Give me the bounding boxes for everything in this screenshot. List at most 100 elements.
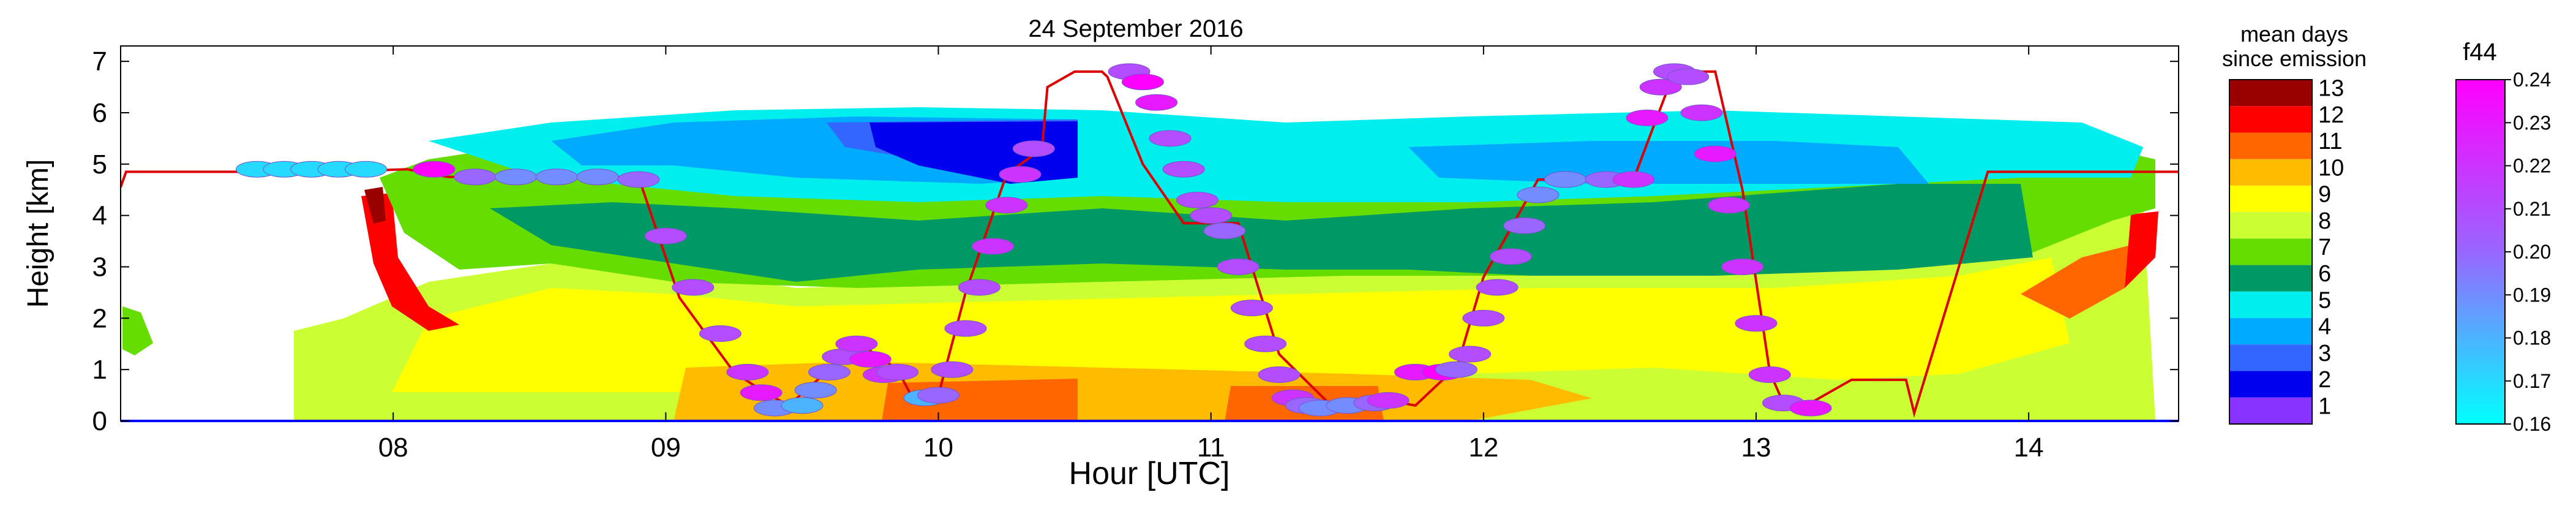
age-colorbar-cell xyxy=(2229,106,2312,133)
f44-marker xyxy=(1190,207,1233,224)
chart-title: 24 September 2016 xyxy=(1028,15,1243,42)
curtain-plume-red-left xyxy=(361,193,459,331)
curtain-layer-dark-orange xyxy=(882,245,2131,421)
x-tick-label: 14 xyxy=(2014,433,2044,463)
age-colorbar-label: 10 xyxy=(2318,155,2344,181)
f44-marker xyxy=(931,361,974,378)
f44-marker xyxy=(1012,140,1055,157)
f44-colorbar-label: 0.23 xyxy=(2513,112,2551,134)
f44-marker-group xyxy=(236,63,1832,417)
f44-marker xyxy=(1612,171,1655,188)
f44-colorbar-labels: 0.24 0.23 0.22 0.21 0.20 0.19 0.18 0.17 0.16 xyxy=(2505,69,2551,435)
curtain-plume-red-right xyxy=(2125,211,2158,288)
x-tick-label: 13 xyxy=(1741,433,1771,463)
f44-marker xyxy=(794,382,837,399)
f44-colorbar-label: 0.16 xyxy=(2513,413,2551,435)
f44-marker xyxy=(1435,361,1478,378)
f44-marker xyxy=(1449,346,1492,363)
age-colorbar-cell xyxy=(2229,80,2312,107)
f44-colorbar-label: 0.22 xyxy=(2513,155,2551,177)
y-tick-label: 1 xyxy=(92,355,107,385)
x-axis-title: Hour [UTC] xyxy=(1069,456,1230,491)
f44-marker xyxy=(1667,68,1710,85)
f44-marker xyxy=(1503,217,1546,234)
age-colorbar-label: 7 xyxy=(2318,235,2331,260)
f44-marker xyxy=(1544,171,1587,188)
f44-marker xyxy=(699,325,742,342)
f44-marker xyxy=(972,238,1014,255)
f44-marker xyxy=(726,363,769,380)
f44-marker xyxy=(535,168,578,186)
f44-colorbar-label: 0.24 xyxy=(2513,69,2551,91)
flight-track-line xyxy=(121,70,2179,418)
f44-marker xyxy=(1639,78,1682,96)
f44-marker xyxy=(1626,109,1669,126)
age-colorbar-cell xyxy=(2229,185,2312,213)
f44-marker xyxy=(1121,74,1164,91)
x-tick-label: 12 xyxy=(1468,433,1498,463)
f44-marker xyxy=(740,384,783,401)
f44-marker xyxy=(1149,130,1192,147)
f44-marker xyxy=(849,350,892,368)
f44-marker xyxy=(1708,197,1750,214)
f44-colorbar-title: f44 xyxy=(2463,39,2497,66)
y-tick-label: 3 xyxy=(92,252,107,282)
f44-marker xyxy=(1489,248,1532,265)
curtain-layer-yellow xyxy=(392,257,2070,392)
f44-marker xyxy=(1476,279,1519,296)
f44-marker xyxy=(1462,309,1505,327)
curtain-blob-left xyxy=(122,306,153,355)
f44-marker xyxy=(1230,300,1273,317)
f44-marker xyxy=(1748,366,1791,383)
age-colorbar: mean days since emission 131211109876543… xyxy=(2222,21,2367,425)
y-tick-label: 0 xyxy=(92,406,107,436)
age-colorbar-label: 9 xyxy=(2318,182,2331,208)
age-colorbar-cell xyxy=(2229,397,2312,424)
age-colorbar-cell xyxy=(2229,371,2312,398)
y-tick-label: 4 xyxy=(92,201,107,231)
f44-colorbar-gradient xyxy=(2455,79,2506,425)
age-colorbar-label: 11 xyxy=(2318,129,2342,154)
age-colorbar-cell xyxy=(2229,159,2312,186)
f44-marker xyxy=(1735,315,1778,332)
f44-colorbar: f44 0.24 0.23 0.22 0.21 0.20 0.19 0.18 0.17 0.16 xyxy=(2455,39,2551,435)
f44-marker xyxy=(1694,145,1737,162)
y-tick-label: 6 xyxy=(92,98,107,128)
age-colorbar-label: 12 xyxy=(2318,102,2344,128)
f44-marker xyxy=(944,320,987,337)
f44-marker xyxy=(808,363,851,380)
age-colorbar-cell xyxy=(2229,265,2312,292)
f44-marker xyxy=(999,166,1042,183)
y-axis-title: Height [km] xyxy=(22,159,54,308)
age-colorbar-title-line1: mean days xyxy=(2240,21,2348,47)
f44-marker xyxy=(617,171,660,188)
curtain-layer-teal xyxy=(490,184,2033,282)
f44-marker xyxy=(454,168,497,186)
f44-marker xyxy=(413,161,456,178)
x-tick-label: 09 xyxy=(651,433,681,463)
f44-marker xyxy=(781,397,824,414)
f44-marker xyxy=(917,387,959,404)
f44-marker xyxy=(495,168,537,186)
age-colorbar-cell xyxy=(2229,344,2312,371)
y-tick-label: 7 xyxy=(92,47,107,77)
f44-marker xyxy=(1135,94,1178,111)
age-colorbar-cell xyxy=(2229,318,2312,345)
age-colorbar-cell xyxy=(2229,291,2312,319)
f44-marker xyxy=(1789,399,1832,417)
f44-marker xyxy=(1517,186,1560,203)
f44-marker xyxy=(644,227,687,244)
f44-colorbar-label: 0.19 xyxy=(2513,284,2551,306)
y-axis-ticks: 0 1 2 3 4 5 6 7 xyxy=(92,47,2179,436)
age-colorbar-label: 4 xyxy=(2318,314,2331,340)
f44-colorbar-label: 0.17 xyxy=(2513,370,2551,392)
f44-marker xyxy=(1217,259,1260,275)
age-colorbar-label: 13 xyxy=(2318,76,2344,102)
f44-colorbar-label: 0.18 xyxy=(2513,327,2551,349)
f44-marker xyxy=(1176,192,1219,208)
f44-marker xyxy=(345,161,388,178)
age-colorbar-cells xyxy=(2229,79,2313,425)
age-colorbar-cell xyxy=(2229,238,2312,265)
